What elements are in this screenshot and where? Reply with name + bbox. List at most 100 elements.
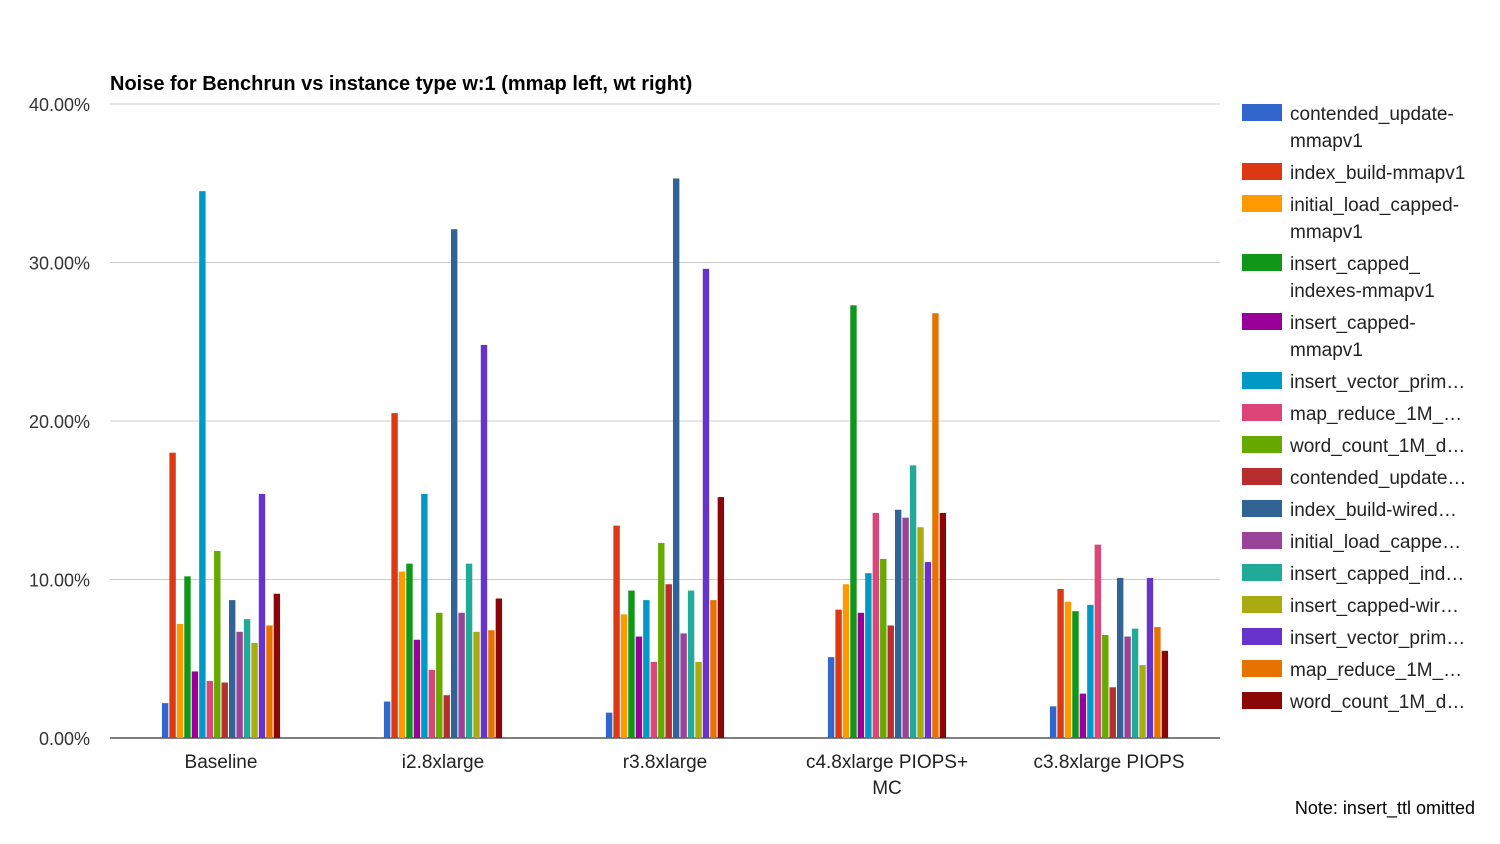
bar (214, 550, 221, 738)
bar (443, 695, 450, 738)
legend-swatch (1242, 468, 1282, 485)
legend-item: word_count_1M_d… (1242, 692, 1465, 713)
bar (495, 598, 503, 738)
bar (1079, 693, 1087, 738)
bar (436, 612, 443, 738)
legend-swatch (1242, 254, 1282, 271)
legend-item: insert_capped-wir… (1242, 596, 1459, 617)
bar (1161, 650, 1169, 738)
bar (458, 612, 465, 738)
x-tick-label: r3.8xlarge (623, 752, 708, 773)
bar (902, 517, 909, 738)
bar (717, 497, 725, 738)
legend-swatch (1242, 436, 1282, 453)
bar (628, 590, 635, 738)
legend-swatch (1242, 313, 1282, 330)
bar (228, 600, 236, 738)
bar (605, 712, 613, 738)
bar (687, 590, 695, 738)
legend-item: initial_load_capped-mmapv1 (1242, 195, 1459, 243)
bar (191, 671, 199, 738)
chart-title: Noise for Benchrun vs instance type w:1 … (110, 73, 692, 95)
bar (924, 562, 932, 738)
bar (880, 558, 887, 738)
chart-note: Note: insert_ttl omitted (1295, 798, 1475, 819)
bar (1057, 589, 1064, 738)
legend-swatch (1242, 500, 1282, 517)
bar (1087, 604, 1094, 738)
legend-label: map_reduce_1M_… (1290, 404, 1462, 425)
bar (650, 661, 658, 738)
legend-swatch (1242, 404, 1282, 421)
legend-swatch (1242, 163, 1282, 180)
legend-swatch (1242, 660, 1282, 677)
bar (251, 642, 258, 738)
bar (221, 682, 228, 738)
bar (865, 573, 872, 738)
bar (620, 614, 628, 738)
legend-item: insert_capped_ind… (1242, 564, 1464, 585)
legend-item: contended_update-mmapv1 (1242, 104, 1454, 152)
x-tick-label: Baseline (185, 752, 258, 773)
legend-item: word_count_1M_d… (1242, 436, 1465, 457)
bar (702, 268, 710, 738)
legend-label: insert_vector_prim… (1290, 628, 1465, 649)
bar (273, 593, 281, 738)
legend-swatch (1242, 104, 1282, 121)
bar (465, 563, 473, 738)
legend-label: insert_capped_ind… (1290, 564, 1464, 585)
bar (710, 600, 717, 738)
bar (939, 512, 947, 738)
legend-label: word_count_1M_d… (1289, 692, 1465, 713)
legend-label: contended_update-mmapv1 (1290, 104, 1454, 152)
x-tick-label: c4.8xlarge PIOPS+ MC (806, 752, 968, 799)
bar (176, 623, 184, 738)
bar (1146, 577, 1154, 738)
bar (243, 619, 251, 739)
legend-swatch (1242, 628, 1282, 645)
bar (488, 630, 495, 738)
bar (236, 631, 243, 738)
bar (1064, 601, 1072, 738)
legend-label: insert_vector_prim… (1290, 372, 1465, 393)
bar (1154, 627, 1161, 738)
legend-swatch (1242, 596, 1282, 613)
x-axis-ticks: Baseline i2.8xlarge r3.8xlarge c4.8xlarge P… (185, 752, 1185, 799)
bar (480, 344, 488, 738)
bar (398, 571, 406, 738)
bar (1116, 577, 1124, 738)
legend-label: initial_load_capped-mmapv1 (1290, 195, 1459, 243)
bar (872, 512, 880, 738)
bar (835, 609, 842, 738)
bar (406, 563, 413, 738)
legend-swatch (1242, 372, 1282, 389)
legend-item: map_reduce_1M_… (1242, 660, 1462, 681)
y-tick-label: 20.00% (29, 412, 90, 432)
legend-label: contended_update… (1290, 468, 1466, 489)
bar (1131, 628, 1139, 738)
legend-item: insert_vector_prim… (1242, 628, 1465, 649)
bar (1072, 611, 1079, 738)
bar (169, 452, 176, 738)
bar (1102, 634, 1109, 738)
y-tick-label: 10.00% (29, 571, 90, 591)
bar (1139, 665, 1146, 738)
legend-item: insert_capped-mmapv1 (1242, 313, 1416, 361)
legend-item: insert_vector_prim… (1242, 372, 1465, 393)
bars (161, 178, 1169, 739)
bar (857, 612, 865, 738)
bar (887, 625, 894, 738)
x-tick-label: c3.8xlarge PIOPS (1033, 752, 1184, 773)
bar (383, 701, 391, 738)
bar (842, 584, 850, 738)
bar (850, 305, 857, 738)
y-axis-ticks: 0.00% 10.00% 20.00% 30.00% 40.00% (29, 95, 90, 749)
bar (894, 509, 902, 738)
bar (1094, 544, 1102, 738)
legend: contended_update-mmapv1 index_build-mmapv… (1242, 104, 1466, 713)
legend-swatch (1242, 564, 1282, 581)
legend-label: insert_capped-wir… (1290, 596, 1459, 617)
bar (266, 625, 273, 738)
legend-item: contended_update… (1242, 468, 1466, 489)
